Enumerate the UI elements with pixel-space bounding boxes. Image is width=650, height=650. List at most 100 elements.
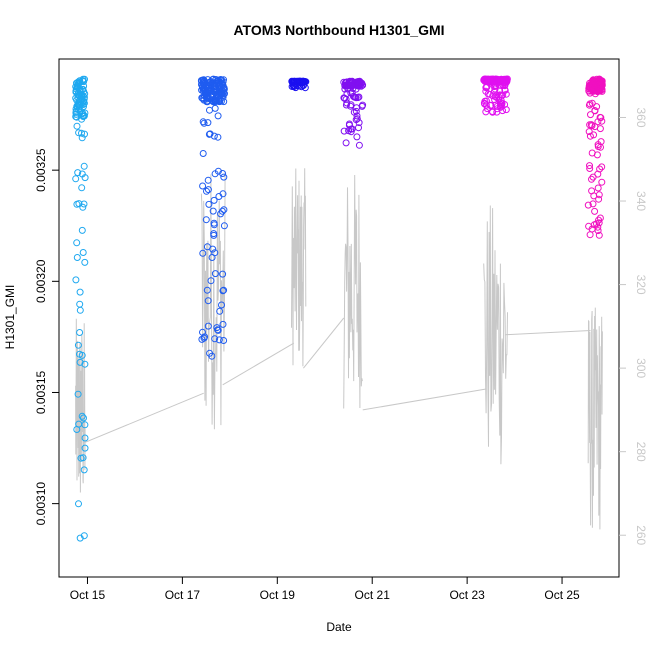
point-flight-1-108 bbox=[76, 85, 84, 93]
point-flight-6-107 bbox=[586, 165, 594, 172]
point-flight-1-12 bbox=[78, 184, 86, 192]
point-flight-5-165 bbox=[502, 106, 510, 114]
point-flight-2-161 bbox=[200, 92, 208, 100]
point-flight-1-116 bbox=[80, 112, 88, 120]
point-flight-1-118 bbox=[80, 200, 88, 208]
point-flight-2-87 bbox=[215, 336, 223, 344]
point-flight-4-68 bbox=[353, 115, 361, 123]
y-axis-label: H1301_GMI bbox=[3, 285, 17, 350]
point-flight-5-172 bbox=[481, 100, 488, 108]
point-flight-2-163 bbox=[199, 182, 207, 190]
point-flight-2-0 bbox=[214, 112, 222, 120]
point-flight-3-56 bbox=[298, 83, 305, 91]
point-flight-6-95 bbox=[596, 214, 604, 222]
point-flight-2-98 bbox=[220, 222, 228, 230]
point-flight-4-75 bbox=[342, 139, 350, 147]
point-flight-6-15 bbox=[586, 132, 594, 140]
point-flight-6-40 bbox=[588, 175, 595, 183]
point-flight-6-121 bbox=[595, 216, 603, 224]
point-flight-1-11 bbox=[73, 239, 81, 247]
point-flight-2-172 bbox=[211, 335, 219, 343]
point-flight-4-98 bbox=[352, 85, 360, 93]
point-flight-6-77 bbox=[596, 125, 604, 133]
point-flight-1-100 bbox=[74, 169, 82, 177]
point-flight-2-141 bbox=[210, 221, 218, 229]
point-flight-2-186 bbox=[203, 97, 211, 105]
point-flight-2-162 bbox=[204, 322, 212, 330]
point-flight-3-52 bbox=[302, 78, 310, 86]
point-flight-1-83 bbox=[79, 75, 87, 83]
point-flight-2-180 bbox=[220, 206, 228, 214]
point-flight-1-56 bbox=[76, 288, 84, 296]
chart-title: ATOM3 Northbound H1301_GMI bbox=[233, 22, 444, 38]
altitude-segment-3 bbox=[343, 174, 364, 409]
point-flight-4-20 bbox=[355, 141, 363, 149]
point-flight-2-53 bbox=[206, 106, 213, 114]
point-flight-2-17 bbox=[200, 119, 208, 127]
point-flight-2-127 bbox=[207, 277, 215, 285]
point-flight-5-81 bbox=[491, 96, 499, 104]
point-flight-2-191 bbox=[208, 91, 216, 99]
points-layer bbox=[72, 75, 606, 542]
point-flight-2-78 bbox=[220, 337, 228, 344]
point-flight-5-168 bbox=[502, 90, 510, 98]
y-right-tick-label-2: 300 bbox=[634, 358, 648, 378]
point-flight-2-185 bbox=[217, 76, 224, 84]
point-flight-1-73 bbox=[76, 358, 84, 366]
point-flight-1-99 bbox=[76, 329, 84, 336]
point-flight-6-134 bbox=[585, 222, 593, 230]
point-flight-6-93 bbox=[586, 162, 593, 170]
point-flight-3-59 bbox=[298, 78, 306, 85]
point-flight-2-175 bbox=[204, 119, 212, 127]
point-flight-2-166 bbox=[208, 352, 216, 360]
point-flight-6-38 bbox=[584, 201, 592, 209]
point-flight-3-57 bbox=[293, 78, 301, 85]
y-left-tick-label-3: 0.00325 bbox=[34, 148, 48, 192]
x-tick-label-1: Oct 17 bbox=[165, 588, 201, 602]
altitude-segment-1 bbox=[200, 171, 226, 430]
point-flight-1-117 bbox=[73, 426, 81, 433]
point-flight-1-63 bbox=[76, 300, 84, 308]
point-flight-5-84 bbox=[482, 108, 490, 116]
point-flight-6-86 bbox=[590, 192, 598, 200]
point-flight-2-91 bbox=[205, 130, 213, 138]
point-flight-3-58 bbox=[299, 82, 307, 89]
point-flight-4-91 bbox=[351, 93, 359, 101]
altitude-connector-1 bbox=[222, 342, 295, 386]
point-flight-4-97 bbox=[347, 128, 355, 136]
point-flight-1-74 bbox=[78, 412, 86, 420]
point-flight-4-59 bbox=[347, 101, 355, 109]
point-flight-1-68 bbox=[73, 122, 81, 130]
point-flight-2-152 bbox=[210, 132, 218, 140]
point-flight-2-25 bbox=[203, 187, 210, 195]
point-flight-1-111 bbox=[80, 103, 87, 110]
y-left-tick-label-1: 0.00315 bbox=[34, 370, 48, 414]
point-flight-6-124 bbox=[594, 118, 602, 126]
point-flight-5-150 bbox=[498, 91, 506, 99]
y-right-tick-label-4: 340 bbox=[634, 191, 648, 211]
y-right-tick-label-0: 260 bbox=[634, 525, 648, 545]
point-flight-1-4 bbox=[80, 414, 87, 422]
point-flight-2-3 bbox=[219, 270, 227, 278]
point-flight-6-108 bbox=[591, 207, 599, 215]
point-flight-2-187 bbox=[214, 133, 222, 141]
point-flight-1-33 bbox=[81, 421, 89, 429]
y-axis-right: 260 280 300 320 340 360 bbox=[619, 107, 648, 546]
point-flight-1-87 bbox=[81, 109, 89, 117]
point-flight-5-173 bbox=[502, 77, 510, 85]
point-flight-6-149 bbox=[589, 84, 597, 92]
point-flight-2-104 bbox=[214, 326, 222, 334]
point-flight-6-148 bbox=[587, 111, 594, 119]
point-flight-1-69 bbox=[72, 175, 80, 183]
point-flight-3-50 bbox=[289, 81, 297, 89]
point-flight-2-192 bbox=[201, 87, 209, 95]
point-flight-6-72 bbox=[598, 178, 606, 186]
point-flight-2-181 bbox=[199, 77, 207, 84]
point-flight-2-82 bbox=[208, 254, 216, 261]
point-flight-1-43 bbox=[78, 226, 86, 234]
point-flight-4-95 bbox=[356, 80, 364, 88]
point-flight-2-158 bbox=[204, 176, 212, 184]
point-flight-6-135 bbox=[593, 151, 601, 159]
y-right-tick-label-1: 280 bbox=[634, 442, 648, 462]
